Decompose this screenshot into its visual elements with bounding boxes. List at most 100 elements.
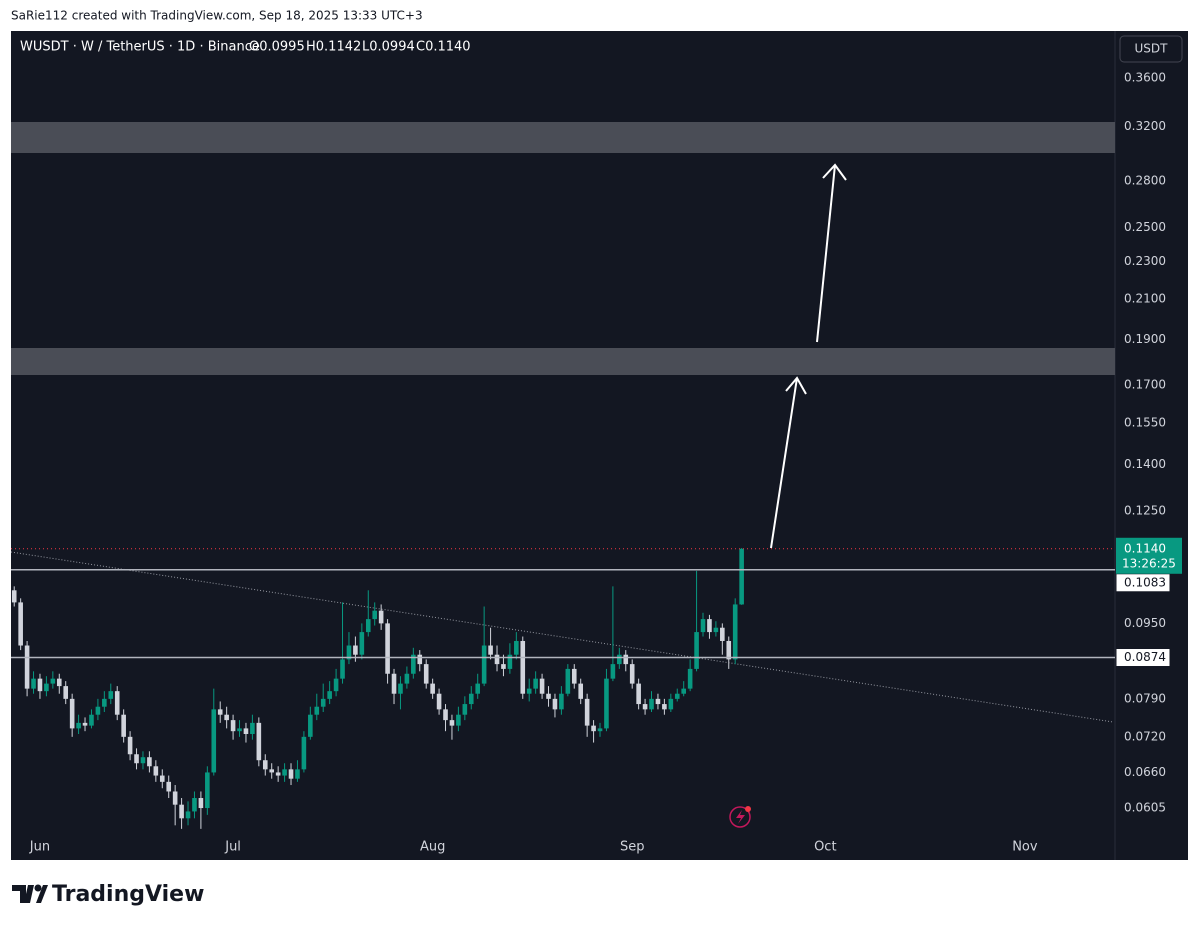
- candle-body: [153, 766, 159, 776]
- candle-body: [237, 728, 242, 732]
- candle-body: [604, 678, 609, 729]
- y-tick-label: 0.2100: [1124, 291, 1166, 305]
- attribution: SaRie112 created with TradingView.com, S…: [11, 9, 423, 23]
- candle-body: [327, 691, 332, 699]
- x-tick-label: Jul: [224, 840, 241, 855]
- candle-body: [681, 688, 686, 694]
- candle-body: [185, 811, 191, 819]
- candle-body: [121, 714, 126, 737]
- x-tick-label: Aug: [420, 840, 445, 855]
- candle-body: [520, 640, 526, 694]
- candle-body: [687, 668, 693, 689]
- candle-body: [391, 673, 397, 694]
- chart-panel: [11, 31, 1188, 860]
- candle-body: [501, 664, 506, 669]
- alert-icon[interactable]: [729, 806, 751, 828]
- x-tick-label: Nov: [1012, 840, 1038, 855]
- candle-body: [378, 610, 384, 624]
- candle-body: [571, 668, 577, 684]
- brand: TradingView: [52, 882, 204, 907]
- currency[interactable]: USDT: [1135, 42, 1169, 56]
- candle-body: [82, 722, 88, 726]
- candle-body: [127, 736, 133, 755]
- y-tick-label: 0.2800: [1124, 174, 1166, 188]
- candle-body: [205, 772, 210, 809]
- candle-body: [102, 698, 107, 707]
- candle-body: [398, 683, 403, 694]
- candle-body: [314, 706, 320, 715]
- y-tick-label: 0.1250: [1124, 504, 1166, 518]
- candle-body: [140, 757, 146, 764]
- candle-body: [417, 654, 423, 665]
- candle-body: [76, 722, 81, 729]
- ohlc-low: L0.0994: [362, 40, 415, 55]
- candle-body: [262, 760, 268, 770]
- candle-body: [481, 645, 487, 684]
- arrow: [770, 377, 798, 549]
- y-tick-label: 0.1900: [1124, 332, 1166, 346]
- candle-body: [462, 704, 468, 715]
- candle-body: [333, 678, 339, 692]
- candle-body: [642, 704, 648, 710]
- candle-body: [37, 678, 43, 692]
- icon-ring: [729, 806, 751, 828]
- candle-body: [423, 664, 429, 684]
- y-tick-label: 0.0605: [1124, 801, 1166, 815]
- candle-body: [732, 604, 738, 660]
- candle-body: [649, 698, 654, 710]
- ohlc-open: O0.0995: [249, 40, 305, 55]
- candle-body: [617, 654, 622, 665]
- candle-body: [44, 683, 49, 692]
- candle-body: [288, 769, 294, 779]
- candle-body: [411, 654, 416, 674]
- candles: [11, 548, 744, 829]
- level-label-box: [1115, 648, 1171, 668]
- candle-body: [623, 654, 629, 665]
- x-tick-label: Jun: [29, 840, 50, 855]
- candle-body: [578, 683, 584, 699]
- candle-body: [552, 698, 558, 710]
- candle-body: [250, 722, 255, 734]
- candle-body: [636, 683, 641, 705]
- candle-body: [468, 693, 474, 705]
- candle-body: [147, 757, 152, 767]
- candle-body: [69, 698, 75, 729]
- candle-body: [404, 673, 410, 684]
- candle-body: [475, 683, 481, 694]
- candle-body: [739, 548, 744, 605]
- candle-body: [507, 654, 513, 669]
- candle-body: [565, 668, 571, 694]
- candle-body: [179, 804, 184, 819]
- candle-body: [301, 736, 307, 770]
- candle-body: [192, 798, 197, 812]
- arrows: [770, 163, 847, 549]
- candle-body: [243, 728, 249, 734]
- candle-body: [353, 645, 358, 655]
- resistance-zone: [11, 348, 1115, 375]
- arrow-head: [822, 163, 847, 181]
- candle-body: [694, 632, 699, 669]
- candle-body: [320, 698, 326, 707]
- candle-body: [217, 709, 223, 715]
- candle-body: [655, 698, 661, 705]
- y-tick-label: 0.0660: [1124, 765, 1166, 779]
- candle-body: [700, 619, 706, 633]
- candle-body: [166, 781, 172, 792]
- candle-body: [89, 714, 94, 726]
- candle-body: [359, 632, 365, 655]
- candle-body: [95, 706, 101, 715]
- candle-body: [230, 720, 236, 732]
- currency-button[interactable]: [1119, 35, 1183, 63]
- candle-body: [256, 722, 262, 761]
- candle-body: [559, 693, 564, 710]
- candle-body: [456, 714, 461, 726]
- candle-body: [494, 654, 500, 665]
- candle-body: [488, 645, 493, 655]
- candle-body: [662, 704, 667, 710]
- level-label: 0.1083: [1124, 575, 1166, 589]
- candle-body: [114, 691, 120, 715]
- candle-body: [134, 754, 139, 764]
- candle-body: [707, 619, 712, 633]
- y-tick-label: 0.3200: [1124, 119, 1166, 133]
